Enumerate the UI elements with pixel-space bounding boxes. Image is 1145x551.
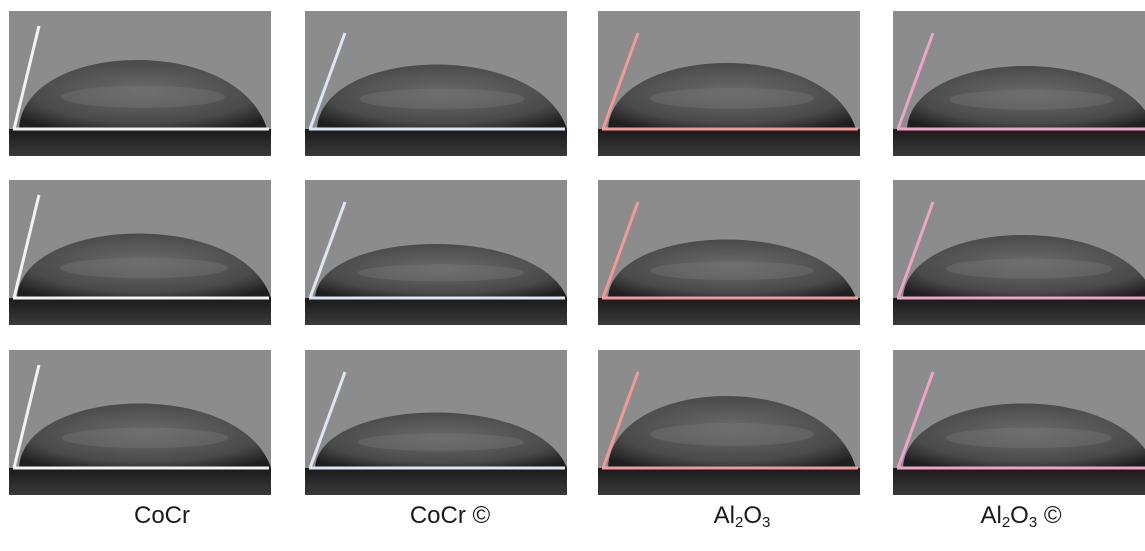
cocr-c-row-2-photo: [305, 180, 567, 325]
column-label-cocr: CoCr: [133, 502, 190, 529]
al2o3-c-row-1-photo: [893, 11, 1145, 156]
column-label-al2o3: Al2O3: [713, 502, 771, 531]
column-label-al2o3-coated: Al2O3 ©: [980, 502, 1062, 531]
al2o3-row-3-photo: [598, 350, 860, 495]
al2o3-c-row-2-photo: [893, 180, 1145, 325]
column-label-cocr-coated: CoCr ©: [409, 502, 491, 529]
al2o3-c-row-3-photo: [893, 350, 1145, 495]
cocr-c-row-1-photo: [305, 11, 567, 156]
cocr-row-3-photo: [9, 350, 271, 495]
al2o3-row-1-photo: [598, 11, 860, 156]
al2o3-row-2-photo: [598, 180, 860, 325]
cocr-row-1-photo: [9, 11, 271, 156]
cocr-c-row-3-photo: [305, 350, 567, 495]
cocr-row-2-photo: [9, 180, 271, 325]
